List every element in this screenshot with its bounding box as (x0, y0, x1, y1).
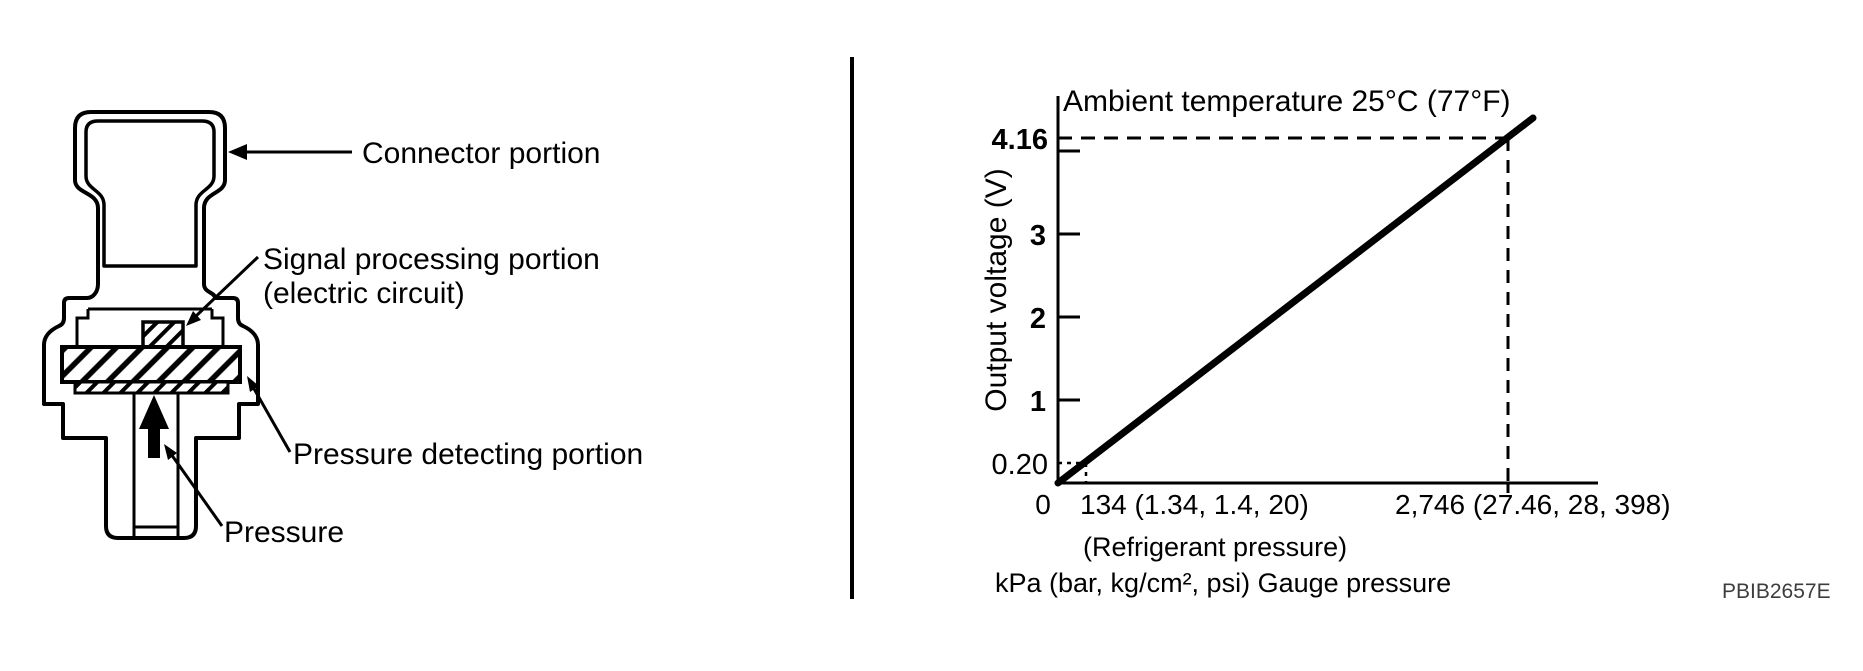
y-tick-label-0.20: 0.20 (992, 449, 1048, 481)
x-tick-label-134: 134 (1.34, 1.4, 20) (1080, 489, 1309, 520)
x-tick-label-2746: 2,746 (27.46, 28, 398) (1395, 489, 1671, 520)
label-pressure: Pressure (224, 516, 344, 549)
label-signal-processing-line2: (electric circuit) (263, 277, 465, 310)
y-tick-label-2: 2 (1030, 303, 1046, 335)
figure-code: PBIB2657E (1722, 580, 1831, 603)
leader-pressure (164, 444, 224, 527)
y-tick-label-1: 1 (1030, 386, 1046, 418)
y-tick-label-4.16: 4.16 (992, 124, 1048, 156)
output-voltage-chart: Ambient temperature 25°C (77°F) 4.16 3 2… (980, 85, 1671, 598)
signal-processing-box (141, 320, 185, 349)
sensor-connector-cavity (84, 119, 216, 268)
sensor-cutaway-diagram: Connector portion Signal processing port… (42, 110, 643, 549)
y-axis-title: Output voltage (V) (980, 168, 1013, 411)
sensor-cup-wall-right (210, 309, 225, 347)
pressure-flow-arrow (139, 395, 169, 458)
label-pressure-detecting: Pressure detecting portion (293, 438, 643, 471)
x-axis-note: (Refrigerant pressure) (1083, 532, 1347, 562)
y-tick-label-3: 3 (1030, 220, 1046, 252)
leader-connector (228, 144, 352, 160)
label-signal-processing-line1: Signal processing portion (263, 243, 600, 276)
pressure-detecting-bar (60, 345, 242, 384)
chart-title: Ambient temperature 25°C (77°F) (1063, 85, 1511, 118)
pressure-detecting-strip (73, 380, 230, 395)
sensor-cup-wall-left (75, 309, 90, 347)
x-tick-label-0: 0 (1035, 489, 1051, 520)
label-connector-portion: Connector portion (362, 137, 600, 170)
leader-pressure-detecting (247, 376, 292, 453)
voltage-characteristic-line (1054, 114, 1537, 487)
leader-signal-processing (186, 255, 260, 326)
x-axis-units: kPa (bar, kg/cm², psi) Gauge pressure (995, 568, 1451, 598)
sensor-outer-body (42, 110, 260, 540)
